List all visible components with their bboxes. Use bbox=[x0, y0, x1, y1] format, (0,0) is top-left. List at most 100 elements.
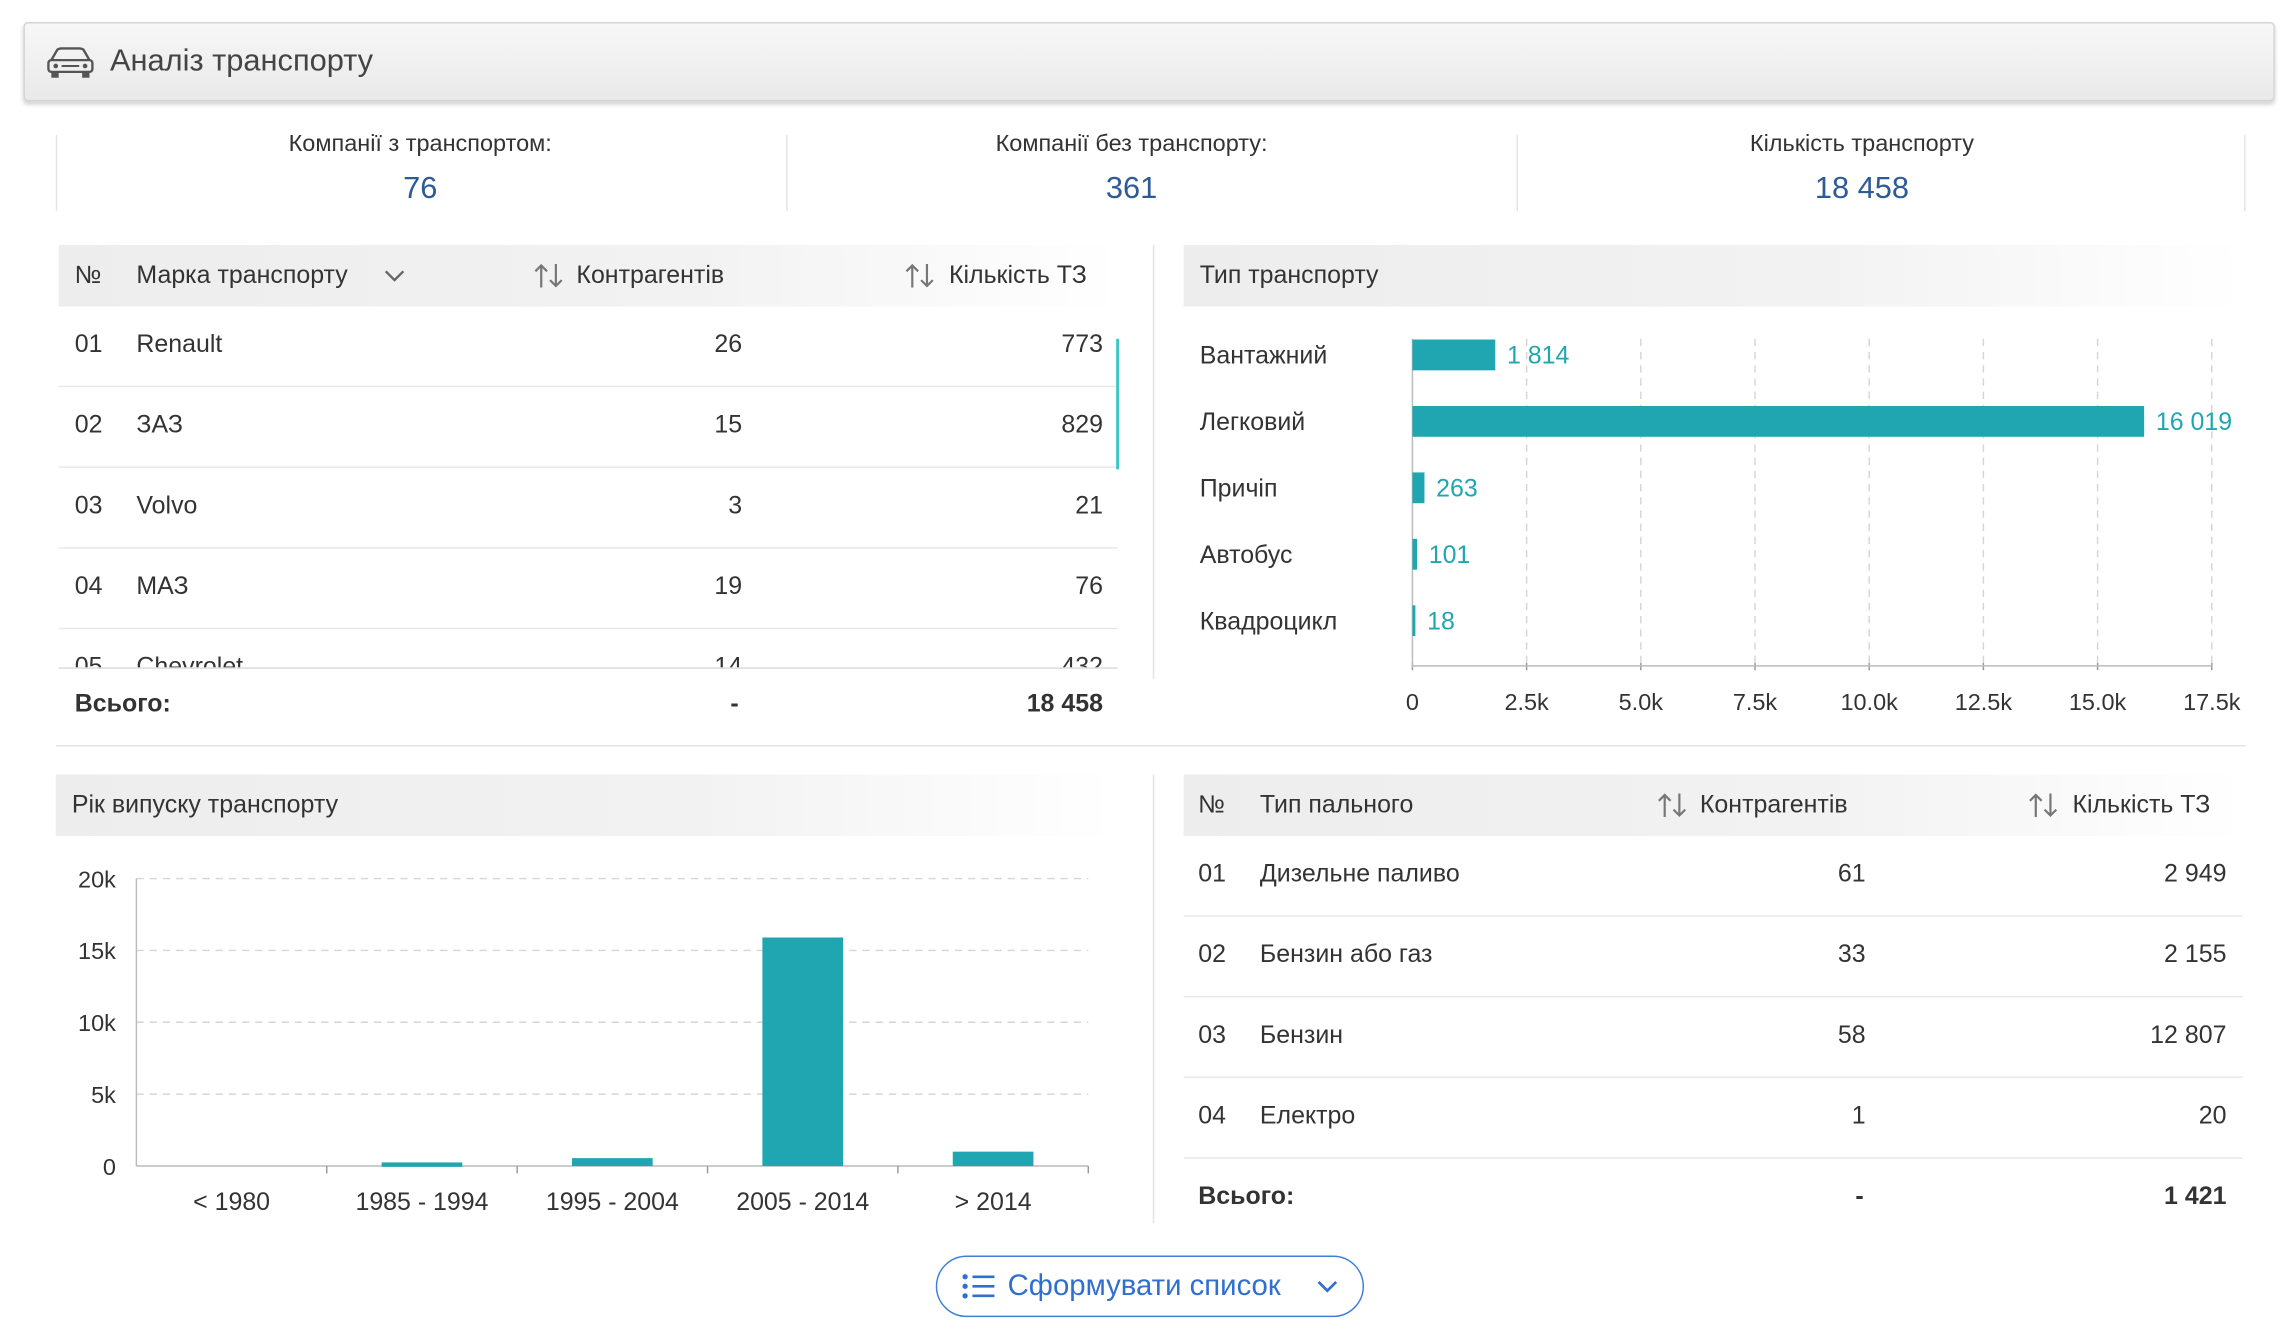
year-chart: 0 5k 10k 15k 20k < 1980 1985 - 1994 1995 - 2004… bbox=[78, 866, 1090, 1216]
total-label: Всього: bbox=[1198, 1182, 1295, 1211]
total-label: Всього: bbox=[74, 689, 171, 718]
data-label: 1 814 bbox=[1507, 342, 1570, 370]
sort-icon[interactable] bbox=[2027, 792, 2059, 818]
row-num: 04 bbox=[1198, 1101, 1227, 1130]
table-row[interactable]: 03 Бензин 58 12 807 bbox=[1183, 997, 2243, 1079]
y-tick-label: 20k bbox=[78, 866, 116, 892]
bar bbox=[572, 1158, 653, 1167]
row-brand: ЗАЗ bbox=[136, 410, 183, 439]
total-contractors: - bbox=[1855, 1182, 1864, 1211]
divider bbox=[55, 134, 58, 212]
stat-value: 361 bbox=[1105, 171, 1158, 206]
row-count: 21 bbox=[1075, 491, 1103, 520]
generate-list-button[interactable]: Сформувати список bbox=[935, 1255, 1365, 1318]
sort-icon[interactable] bbox=[903, 263, 935, 289]
x-tick-label: 2.5k bbox=[1504, 689, 1549, 715]
y-tick-label: 15k bbox=[78, 938, 116, 964]
brands-table-body[interactable]: 01 Renault 26 773 02 ЗАЗ 15 829 03 Volvo… bbox=[58, 307, 1118, 668]
row-brand: Volvo bbox=[136, 491, 198, 520]
col-count[interactable]: Кількість ТЗ bbox=[2072, 790, 2211, 819]
col-fuel[interactable]: Тип пального bbox=[1259, 790, 1414, 819]
divider bbox=[1152, 244, 1155, 680]
row-count: 2 155 bbox=[2164, 940, 2227, 969]
row-fuel: Дизельне паливо bbox=[1259, 859, 1460, 888]
data-label: 263 bbox=[1436, 475, 1478, 503]
row-count: 432 bbox=[1061, 652, 1103, 668]
car-icon bbox=[47, 47, 94, 78]
row-fuel: Бензин bbox=[1259, 1020, 1344, 1049]
category-label: Автобус bbox=[1200, 541, 1293, 569]
fuel-table-total: Всього: - 1 421 bbox=[1184, 1182, 2243, 1214]
row-contractors: 14 bbox=[714, 652, 743, 668]
table-row[interactable]: 04 МАЗ 19 76 bbox=[58, 549, 1118, 630]
divider bbox=[1516, 134, 1519, 212]
y-tick-label: 10k bbox=[78, 1010, 116, 1036]
table-row[interactable]: 04 Електро 1 20 bbox=[1183, 1078, 2243, 1159]
chart-title: Рік випуску транспорту bbox=[71, 790, 339, 819]
scrollbar[interactable] bbox=[1116, 338, 1120, 470]
row-num: 04 bbox=[74, 572, 103, 600]
total-count: 18 458 bbox=[1026, 689, 1103, 718]
year-header: Рік випуску транспорту bbox=[55, 774, 1115, 837]
x-tick-label: 17.5k bbox=[2183, 689, 2241, 715]
table-row[interactable]: 02 ЗАЗ 15 829 bbox=[58, 387, 1118, 468]
row-contractors: 58 bbox=[1837, 1020, 1866, 1049]
x-tick-label: 12.5k bbox=[1955, 689, 2013, 715]
x-tick-label: 1985 - 1994 bbox=[355, 1188, 488, 1216]
data-label: 18 bbox=[1427, 608, 1455, 636]
page-title: Аналіз транспорту bbox=[110, 44, 374, 78]
stat-companies-without-transport: Компанії без транспорту: 361 bbox=[767, 132, 1496, 217]
row-fuel: Електро bbox=[1259, 1101, 1356, 1130]
category-label: Вантажний bbox=[1200, 342, 1328, 370]
row-brand: Chevrolet bbox=[136, 652, 244, 668]
col-contractors[interactable]: Контрагентів bbox=[1699, 790, 1848, 819]
col-count[interactable]: Кількість ТЗ bbox=[948, 261, 1087, 289]
table-row[interactable]: 05 Chevrolet 14 432 bbox=[59, 629, 1118, 668]
stat-transport-count: Кількість транспорту 18 458 bbox=[1498, 132, 2227, 217]
x-tick-label: > 2014 bbox=[955, 1188, 1032, 1216]
table-row[interactable]: 01 Renault 26 773 bbox=[58, 307, 1118, 388]
col-brand[interactable]: Марка транспорту bbox=[136, 261, 348, 289]
row-contractors: 1 bbox=[1851, 1101, 1866, 1130]
bar bbox=[952, 1151, 1034, 1167]
total-contractors: - bbox=[730, 689, 739, 718]
row-brand: Renault bbox=[136, 330, 223, 358]
x-tick-label: 1995 - 2004 bbox=[546, 1188, 679, 1216]
transport-type-chart: 0 2.5k 5.0k 7.5k 10.0k 12.5k 15.0k 17.5k Вантажн… bbox=[1200, 338, 2241, 715]
button-label: Сформувати список bbox=[1007, 1270, 1281, 1303]
x-tick-label: < 1980 bbox=[193, 1188, 270, 1216]
x-tick-label: 2005 - 2014 bbox=[736, 1188, 869, 1216]
stat-label: Компанії з транспортом: bbox=[288, 132, 552, 157]
bar bbox=[1412, 339, 1496, 371]
y-tick-label: 0 bbox=[103, 1154, 116, 1180]
bar bbox=[1412, 472, 1425, 504]
sort-icon[interactable] bbox=[1656, 792, 1688, 818]
row-fuel: Бензин або газ bbox=[1259, 940, 1433, 969]
row-contractors: 15 bbox=[714, 410, 743, 439]
brands-table-total: Всього: - 18 458 bbox=[59, 689, 1118, 721]
row-num: 03 bbox=[1198, 1020, 1227, 1049]
chevron-down-icon[interactable] bbox=[384, 268, 405, 283]
col-num: № bbox=[74, 261, 102, 289]
stat-label: Кількість транспорту bbox=[1749, 132, 1975, 157]
table-row[interactable]: 01 Дизельне паливо 61 2 949 bbox=[1183, 836, 2243, 917]
transport-type-header: Тип транспорту bbox=[1183, 244, 2243, 307]
table-row[interactable]: 03 Volvo 3 21 bbox=[58, 468, 1118, 549]
stat-label: Компанії без транспорту: bbox=[995, 132, 1268, 157]
divider bbox=[58, 667, 1118, 669]
col-contractors[interactable]: Контрагентів bbox=[576, 261, 725, 289]
row-num: 02 bbox=[74, 410, 103, 439]
list-icon bbox=[962, 1274, 995, 1299]
sort-icon[interactable] bbox=[532, 263, 564, 289]
row-num: 01 bbox=[1198, 859, 1227, 888]
bar bbox=[1412, 538, 1418, 570]
x-tick-label: 5.0k bbox=[1619, 689, 1664, 715]
table-row[interactable]: 02 Бензин або газ 33 2 155 bbox=[1183, 917, 2243, 998]
chart-title: Тип транспорту bbox=[1199, 261, 1379, 289]
row-brand: МАЗ bbox=[136, 572, 189, 600]
row-count: 2 949 bbox=[2164, 859, 2227, 888]
row-contractors: 26 bbox=[714, 330, 743, 358]
row-count: 773 bbox=[1061, 330, 1103, 358]
panel-header: Аналіз транспорту bbox=[23, 22, 2275, 102]
stat-companies-with-transport: Компанії з транспортом: 76 bbox=[56, 132, 785, 217]
